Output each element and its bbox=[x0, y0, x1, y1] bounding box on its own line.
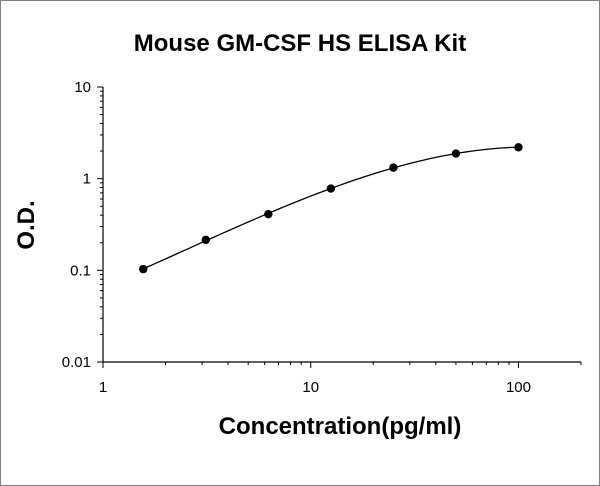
y-tick-label: 1 bbox=[83, 171, 91, 188]
data-point bbox=[389, 163, 398, 172]
data-point bbox=[451, 149, 461, 158]
chart-title: Mouse GM-CSF HS ELISA Kit bbox=[133, 30, 467, 57]
y-tick-label: 10 bbox=[74, 79, 91, 96]
x-tick-label: 1 bbox=[99, 379, 107, 396]
data-point bbox=[326, 184, 336, 193]
x-axis-label: Concentration(pg/ml) bbox=[218, 413, 462, 440]
data-point bbox=[201, 235, 210, 245]
y-tick-label: 0.01 bbox=[62, 354, 91, 371]
fit-curve bbox=[142, 146, 519, 270]
data-point bbox=[139, 264, 148, 274]
y-tick-label: 0.1 bbox=[70, 262, 91, 279]
x-tick-label: 100 bbox=[506, 379, 531, 396]
data-point bbox=[514, 143, 523, 152]
data-point bbox=[264, 209, 273, 219]
x-tick-label: 10 bbox=[302, 379, 319, 396]
